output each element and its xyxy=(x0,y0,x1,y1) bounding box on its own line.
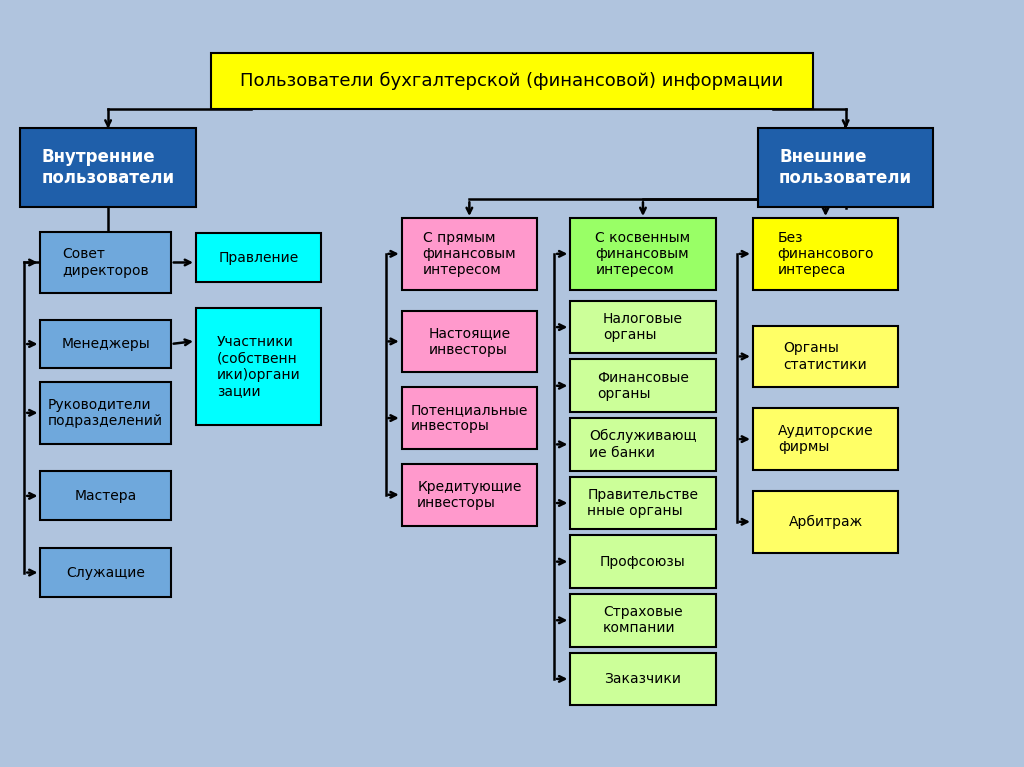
FancyBboxPatch shape xyxy=(40,548,171,597)
FancyBboxPatch shape xyxy=(401,464,537,525)
Text: Мастера: Мастера xyxy=(75,489,136,503)
Text: Совет
директоров: Совет директоров xyxy=(62,248,148,278)
Text: С косвенным
финансовым
интересом: С косвенным финансовым интересом xyxy=(595,231,690,277)
FancyBboxPatch shape xyxy=(401,387,537,449)
FancyBboxPatch shape xyxy=(20,128,196,207)
FancyBboxPatch shape xyxy=(401,311,537,372)
FancyBboxPatch shape xyxy=(753,218,898,289)
Text: С прямым
финансовым
интересом: С прямым финансовым интересом xyxy=(423,231,516,277)
FancyBboxPatch shape xyxy=(196,308,322,425)
FancyBboxPatch shape xyxy=(570,535,716,588)
Text: Аудиторские
фирмы: Аудиторские фирмы xyxy=(778,424,873,454)
FancyBboxPatch shape xyxy=(401,218,537,289)
FancyBboxPatch shape xyxy=(570,653,716,705)
FancyBboxPatch shape xyxy=(570,218,716,289)
FancyBboxPatch shape xyxy=(753,326,898,387)
Text: Без
финансового
интереса: Без финансового интереса xyxy=(777,231,873,277)
FancyBboxPatch shape xyxy=(211,53,813,109)
Text: Обслуживающ
ие банки: Обслуживающ ие банки xyxy=(589,430,696,459)
FancyBboxPatch shape xyxy=(753,408,898,470)
FancyBboxPatch shape xyxy=(570,418,716,471)
FancyBboxPatch shape xyxy=(40,232,171,293)
Text: Менеджеры: Менеджеры xyxy=(61,337,150,351)
Text: Потенциальные
инвесторы: Потенциальные инвесторы xyxy=(411,403,528,433)
Text: Кредитующие
инвесторы: Кредитующие инвесторы xyxy=(417,479,521,510)
Text: Налоговые
органы: Налоговые органы xyxy=(603,312,683,342)
FancyBboxPatch shape xyxy=(40,472,171,520)
Text: Профсоюзы: Профсоюзы xyxy=(600,555,686,568)
FancyBboxPatch shape xyxy=(570,301,716,354)
FancyBboxPatch shape xyxy=(570,594,716,647)
FancyBboxPatch shape xyxy=(196,233,322,282)
Text: Настоящие
инвесторы: Настоящие инвесторы xyxy=(428,326,510,357)
FancyBboxPatch shape xyxy=(40,320,171,368)
Text: Пользователи бухгалтерской (финансовой) информации: Пользователи бухгалтерской (финансовой) … xyxy=(241,72,783,90)
FancyBboxPatch shape xyxy=(570,477,716,529)
Text: Участники
(собственн
ики)органи
зации: Участники (собственн ики)органи зации xyxy=(217,335,300,398)
Text: Страховые
компании: Страховые компании xyxy=(603,605,683,635)
Text: Служащие: Служащие xyxy=(67,565,145,580)
FancyBboxPatch shape xyxy=(40,382,171,443)
Text: Заказчики: Заказчики xyxy=(604,672,681,686)
Text: Правление: Правление xyxy=(218,251,299,265)
Text: Внутренние
пользователи: Внутренние пользователи xyxy=(42,148,175,187)
Text: Правительстве
нные органы: Правительстве нные органы xyxy=(588,488,698,518)
FancyBboxPatch shape xyxy=(570,360,716,412)
Text: Финансовые
органы: Финансовые органы xyxy=(597,370,689,401)
Text: Руководители
подразделений: Руководители подразделений xyxy=(48,398,163,428)
Text: Арбитраж: Арбитраж xyxy=(788,515,863,529)
Text: Внешние
пользователи: Внешние пользователи xyxy=(779,148,912,187)
FancyBboxPatch shape xyxy=(753,491,898,552)
FancyBboxPatch shape xyxy=(758,128,934,207)
Text: Органы
статистики: Органы статистики xyxy=(783,341,867,371)
